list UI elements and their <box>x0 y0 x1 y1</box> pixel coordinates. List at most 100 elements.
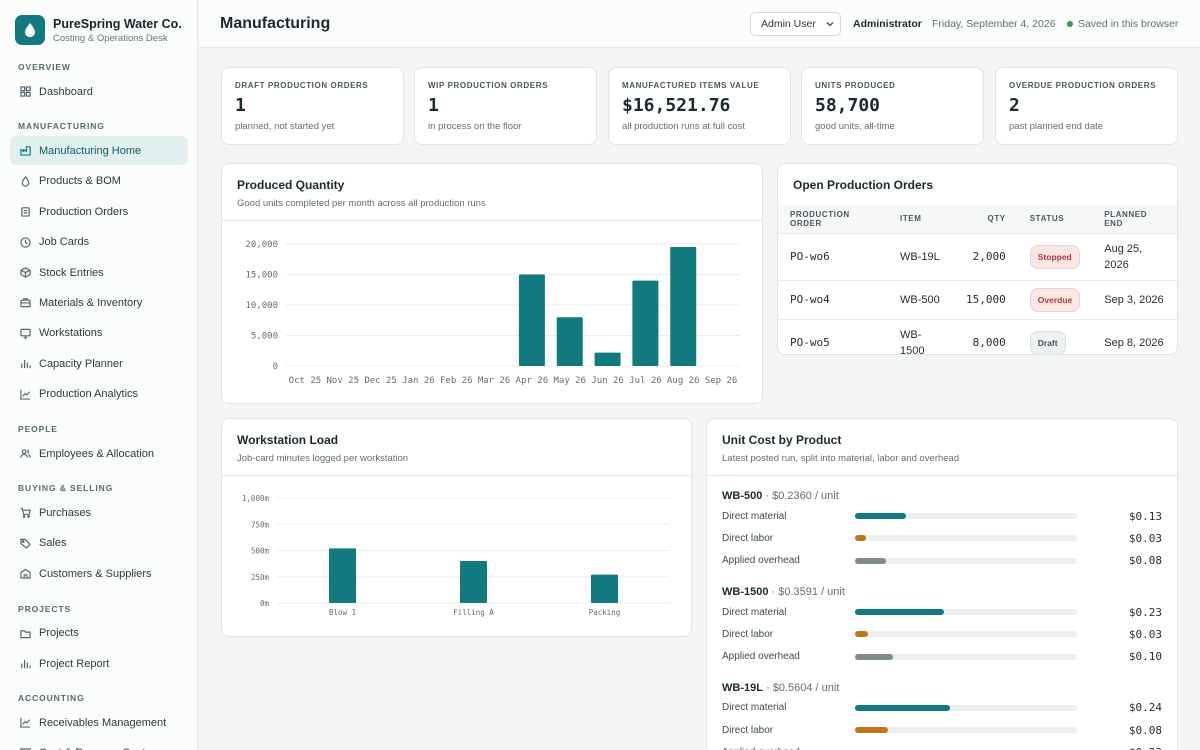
clipboard-icon <box>20 206 31 217</box>
cost-row-label: Applied overhead <box>722 651 800 663</box>
sidebar-item-receivables-management[interactable]: Receivables Management <box>10 708 188 737</box>
cart-icon <box>20 507 31 519</box>
table-header-row: Production Order Item Qty Status Planned… <box>778 205 1177 234</box>
x-tick-label: Jun 26 <box>591 376 624 386</box>
y-tick-label: 10,000 <box>245 301 278 311</box>
y-tick-label: 5,000 <box>251 332 278 342</box>
cost-row: Direct material $0.23 <box>722 601 1162 623</box>
column-header[interactable]: Planned End <box>1092 205 1177 234</box>
cost-row-label: Direct material <box>722 510 787 522</box>
sidebar-item-products-bom[interactable]: Products & BOM <box>10 167 188 196</box>
sidebar-item-customers-suppliers[interactable]: Customers & Suppliers <box>10 559 188 588</box>
sidebar-item-stock-entries[interactable]: Stock Entries <box>10 258 188 287</box>
column-header[interactable]: Status <box>1017 205 1093 234</box>
table-row[interactable]: PO-wo5 WB-1500 8,000 Draft Sep 8, 2026 <box>778 319 1177 355</box>
sidebar-item-job-cards[interactable]: Job Cards <box>10 228 188 257</box>
y-tick-label: 15,000 <box>245 271 278 281</box>
order-item: WB-500 <box>888 280 954 320</box>
cost-row: Direct labor $0.08 <box>722 719 1162 741</box>
kpi-card-units-produced[interactable]: Units Produced 58,700 good units, all-ti… <box>801 67 984 145</box>
grid-icon <box>20 748 31 750</box>
save-status: Saved in this browser <box>1067 18 1178 30</box>
cost-row-label: Applied overhead <box>722 555 800 567</box>
column-header[interactable]: Item <box>888 205 954 234</box>
bar-apr-26 <box>518 274 545 366</box>
sidebar-item-dashboard[interactable]: Dashboard <box>10 77 188 106</box>
sidebar-item-projects[interactable]: Projects <box>10 619 188 648</box>
sidebar-item-label: Production Orders <box>39 205 129 218</box>
kpi-card-overdue-orders[interactable]: Overdue Production Orders 2 past planned… <box>995 67 1178 145</box>
order-qty: 2,000 <box>954 233 1018 281</box>
clock-icon <box>20 236 31 248</box>
kpi-label: WIP Production Orders <box>428 81 549 90</box>
column-header[interactable]: Qty <box>954 205 1018 234</box>
card-subtitle: Good units completed per month across al… <box>237 198 486 209</box>
y-tick-label: 0 <box>273 362 278 372</box>
cost-product-group: WB-1500 · $0.3591 / unit Direct material $… <box>722 586 1162 668</box>
status-badge: Overdue <box>1029 287 1081 312</box>
cost-bar-fill <box>855 609 944 616</box>
product-unit-cost: · $0.3591 / unit <box>768 585 845 598</box>
user-select-value: Admin User <box>761 18 816 30</box>
order-id[interactable]: PO-wo5 <box>790 335 830 349</box>
sidebar-item-label: Projects <box>39 627 79 640</box>
x-tick-label: Filling A <box>453 608 494 617</box>
kpi-card-manufactured-value[interactable]: Manufactured Items Value $16,521.76 all … <box>608 67 791 145</box>
cost-row: Applied overhead $0.08 <box>722 550 1162 572</box>
sidebar-item-purchases[interactable]: Purchases <box>10 498 188 527</box>
y-tick-label: 20,000 <box>245 240 278 250</box>
sidebar-item-production-orders[interactable]: Production Orders <box>10 197 188 226</box>
y-tick-label: 250m <box>251 573 270 582</box>
sidebar-item-project-report[interactable]: Project Report <box>10 649 188 678</box>
sidebar-item-employees-allocation[interactable]: Employees & Allocation <box>10 439 188 468</box>
sidebar-item-capacity-planner[interactable]: Capacity Planner <box>10 349 188 378</box>
sidebar-item-sales[interactable]: Sales <box>10 529 188 558</box>
cost-row-value: $0.08 <box>1128 723 1162 737</box>
kpi-card-wip-orders[interactable]: WIP Production Orders 1 in process on th… <box>414 67 597 145</box>
kpi-value: 1 <box>235 95 246 116</box>
cost-row-value: $0.24 <box>1128 701 1162 715</box>
column-header[interactable]: Production Order <box>778 205 888 234</box>
brand[interactable]: PureSpring Water Co. Costing & Operation… <box>0 0 197 46</box>
sidebar-item-workstations[interactable]: Workstations <box>10 319 188 348</box>
x-tick-label: Aug 26 <box>667 376 700 386</box>
sidebar-item-label: Products & BOM <box>39 175 121 188</box>
table-row[interactable]: PO-wo4 WB-500 15,000 Overdue Sep 3, 2026 <box>778 280 1177 320</box>
nav-section-title: Buying & Selling <box>18 483 114 494</box>
nav-section-title: Overview <box>18 62 71 72</box>
order-qty: 8,000 <box>972 335 1006 349</box>
brand-name: PureSpring Water Co. <box>53 16 182 31</box>
cost-bar-track <box>855 557 1077 564</box>
user-select[interactable]: Admin User <box>750 12 841 36</box>
cost-row-value: $0.03 <box>1128 531 1162 545</box>
sidebar-item-label: Cost & Revenue Centers <box>39 747 161 750</box>
trend-icon <box>20 717 31 729</box>
kpi-card-draft-orders[interactable]: Draft Production Orders 1 planned, not s… <box>221 67 404 145</box>
kpi-subtext: all production runs at full cost <box>622 121 746 132</box>
x-tick-label: Feb 26 <box>440 376 473 386</box>
table-row[interactable]: PO-wo6 WB-19L 2,000 Stopped Aug 25, 2026 <box>778 233 1177 281</box>
kpi-subtext: planned, not started yet <box>235 121 335 132</box>
cost-bar-track <box>855 631 1077 638</box>
bar-filling-a <box>460 561 487 603</box>
order-item: WB-1500 <box>900 328 925 355</box>
x-tick-label: Packing <box>589 608 621 617</box>
x-tick-label: Jul 26 <box>629 376 662 386</box>
sidebar-item-materials-inventory[interactable]: Materials & Inventory <box>10 288 188 317</box>
page-title: Manufacturing <box>220 15 331 32</box>
cost-row-value: $0.13 <box>1128 509 1162 523</box>
order-planned-end: Sep 8, 2026 <box>1104 336 1164 349</box>
cost-bar-fill <box>855 704 951 711</box>
cost-row-value: $0.10 <box>1128 650 1162 664</box>
cost-row: Direct material $0.13 <box>722 505 1162 527</box>
cost-row: Direct labor $0.03 <box>722 527 1162 549</box>
order-planned-end: Aug 25, 2026 <box>1092 233 1177 281</box>
sidebar-item-production-analytics[interactable]: Production Analytics <box>10 380 188 409</box>
order-id[interactable]: PO-wo4 <box>778 280 888 320</box>
sidebar-item-cost-revenue-centers[interactable]: Cost & Revenue Centers <box>10 739 188 750</box>
order-id[interactable]: PO-wo6 <box>778 233 888 281</box>
bar-packing <box>591 574 618 603</box>
sidebar-item-manufacturing-home[interactable]: Manufacturing Home <box>10 136 188 166</box>
sidebar-item-label: Project Report <box>39 657 110 670</box>
nav-section-title: Manufacturing <box>18 121 105 132</box>
